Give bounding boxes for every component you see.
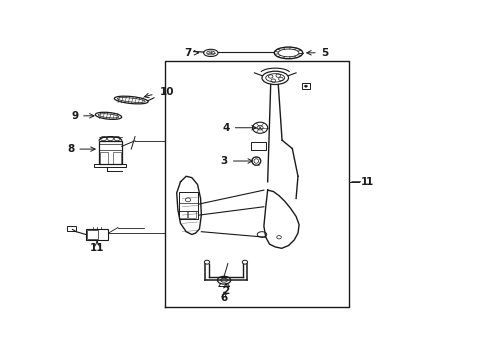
Text: 9: 9	[71, 111, 94, 121]
Text: 2: 2	[222, 286, 229, 296]
Text: 5: 5	[306, 48, 327, 58]
Text: 6: 6	[220, 293, 227, 303]
Bar	[87, 230, 98, 239]
Bar	[94, 164, 126, 167]
Bar	[250, 142, 265, 150]
Text: 4: 4	[222, 123, 256, 133]
Bar	[112, 152, 121, 163]
Bar	[188, 211, 196, 219]
Text: 8: 8	[67, 144, 95, 154]
Bar	[179, 211, 186, 219]
Bar	[67, 226, 76, 231]
Text: 10: 10	[159, 87, 174, 97]
Bar	[85, 229, 108, 240]
Circle shape	[304, 85, 307, 87]
Bar	[100, 152, 108, 163]
Bar	[99, 141, 122, 164]
Bar	[178, 192, 197, 219]
Text: 11: 11	[90, 243, 104, 253]
Text: 3: 3	[220, 156, 252, 166]
Text: 1: 1	[351, 177, 373, 187]
Text: 1: 1	[360, 177, 367, 187]
Text: 7: 7	[184, 48, 198, 58]
Bar	[301, 84, 309, 89]
